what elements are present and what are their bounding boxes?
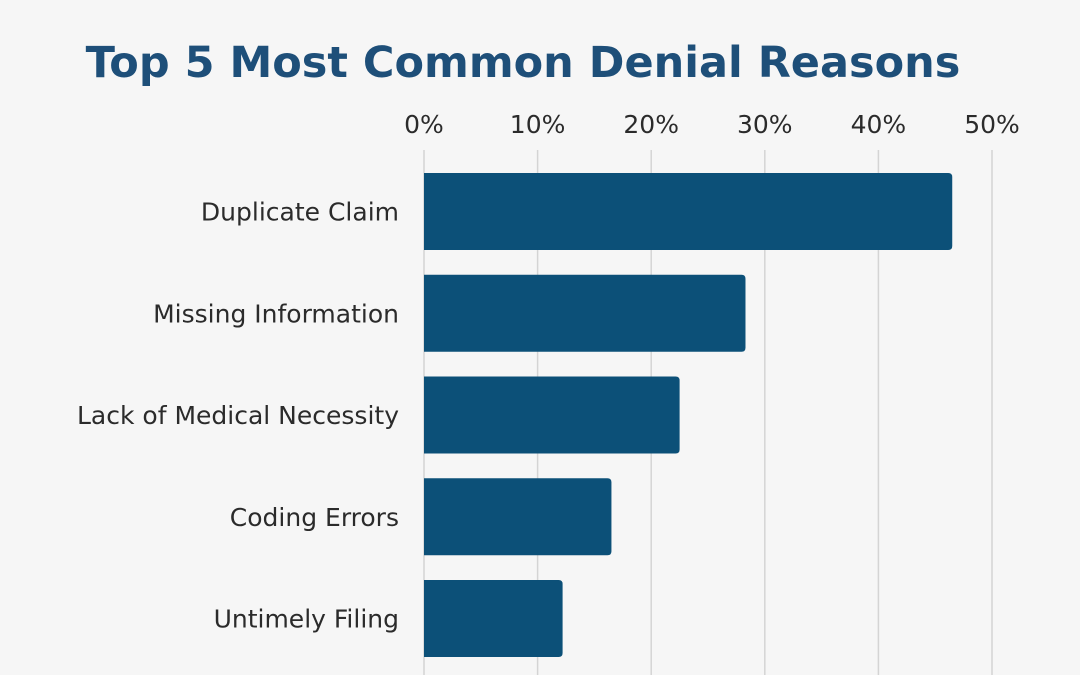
bar-lack-of-medical-necessity [424, 376, 680, 454]
bar-duplicate-claim [424, 173, 953, 250]
category-label: Coding Errors [230, 503, 399, 532]
bar-coding-errors [424, 478, 612, 556]
category-label: Untimely Filing [214, 605, 399, 634]
x-tick-label: 10% [510, 110, 566, 139]
category-label: Missing Information [153, 299, 399, 328]
x-tick-label: 40% [851, 110, 907, 139]
category-labels: Duplicate Claim Missing Information Lack o… [77, 198, 399, 634]
bar-missing-information [424, 274, 746, 352]
category-label: Duplicate Claim [201, 198, 399, 227]
x-axis-tick-labels: 0% 10% 20% 30% 40% 50% [404, 110, 1020, 139]
chart-title: Top 5 Most Common Denial Reasons [86, 38, 961, 88]
x-tick-label: 20% [623, 110, 679, 139]
category-label: Lack of Medical Necessity [77, 401, 399, 430]
bars [424, 173, 953, 657]
x-tick-label: 50% [964, 110, 1020, 139]
bar-untimely-filing [424, 580, 563, 657]
x-tick-label: 0% [404, 110, 444, 139]
x-tick-label: 30% [737, 110, 793, 139]
